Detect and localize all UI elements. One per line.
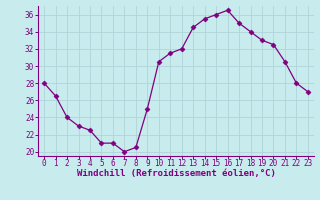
X-axis label: Windchill (Refroidissement éolien,°C): Windchill (Refroidissement éolien,°C) (76, 169, 276, 178)
